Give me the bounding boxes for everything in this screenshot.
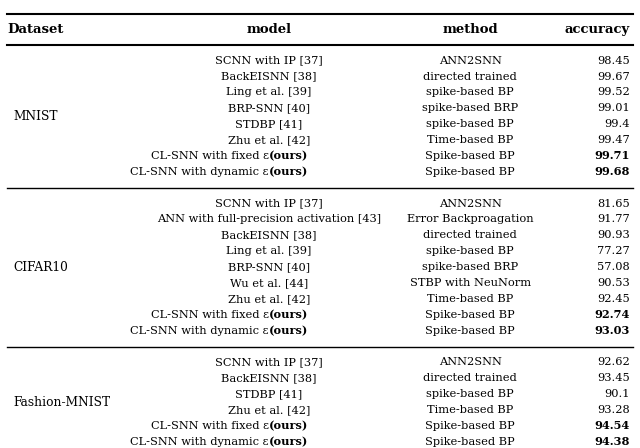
Text: Zhu et al. [42]: Zhu et al. [42] [228, 294, 310, 304]
Text: CIFAR10: CIFAR10 [13, 261, 68, 274]
Text: Time-based BP: Time-based BP [427, 294, 513, 304]
Text: (ours): (ours) [269, 420, 308, 431]
Text: Error Backproagation: Error Backproagation [407, 215, 533, 224]
Text: 99.67: 99.67 [597, 72, 630, 82]
Text: 93.03: 93.03 [595, 325, 630, 336]
Text: Time-based BP: Time-based BP [427, 135, 513, 145]
Text: BRP-SNN [40]: BRP-SNN [40] [228, 103, 310, 113]
Text: 90.93: 90.93 [597, 230, 630, 241]
Text: 99.68: 99.68 [595, 166, 630, 177]
Text: 90.1: 90.1 [604, 389, 630, 399]
Text: accuracy: accuracy [564, 23, 630, 36]
Text: BackEISNN [38]: BackEISNN [38] [221, 72, 317, 82]
Text: (ours): (ours) [269, 325, 308, 336]
Text: BackEISNN [38]: BackEISNN [38] [221, 230, 317, 241]
Text: Spike-based BP: Spike-based BP [425, 437, 515, 447]
Text: 94.38: 94.38 [595, 436, 630, 447]
Text: BackEISNN [38]: BackEISNN [38] [221, 373, 317, 383]
Text: 99.4: 99.4 [604, 119, 630, 129]
Text: Fashion-MNIST: Fashion-MNIST [13, 396, 111, 409]
Text: STDBP [41]: STDBP [41] [236, 389, 303, 399]
Text: Zhu et al. [42]: Zhu et al. [42] [228, 405, 310, 415]
Text: method: method [442, 23, 498, 36]
Text: Time-based BP: Time-based BP [427, 405, 513, 415]
Text: model: model [246, 23, 291, 36]
Text: Ling et al. [39]: Ling et al. [39] [226, 246, 312, 256]
Text: 93.45: 93.45 [597, 373, 630, 383]
Text: Spike-based BP: Spike-based BP [425, 310, 515, 320]
Text: 94.54: 94.54 [595, 420, 630, 431]
Text: (ours): (ours) [269, 166, 308, 177]
Text: ANN2SNN: ANN2SNN [438, 358, 502, 367]
Text: 92.62: 92.62 [597, 358, 630, 367]
Text: directed trained: directed trained [423, 230, 517, 241]
Text: CL-SNN with dynamic ε: CL-SNN with dynamic ε [131, 326, 269, 336]
Text: Spike-based BP: Spike-based BP [425, 167, 515, 177]
Text: ANN2SNN: ANN2SNN [438, 56, 502, 66]
Text: 99.52: 99.52 [597, 87, 630, 98]
Text: CL-SNN with fixed ε: CL-SNN with fixed ε [151, 310, 269, 320]
Text: 90.53: 90.53 [597, 278, 630, 288]
Text: Spike-based BP: Spike-based BP [425, 151, 515, 161]
Text: 92.74: 92.74 [595, 309, 630, 320]
Text: Zhu et al. [42]: Zhu et al. [42] [228, 135, 310, 145]
Text: 98.45: 98.45 [597, 56, 630, 66]
Text: directed trained: directed trained [423, 373, 517, 383]
Text: MNIST: MNIST [13, 110, 58, 123]
Text: spike-based BP: spike-based BP [426, 87, 514, 98]
Text: spike-based BRP: spike-based BRP [422, 103, 518, 113]
Text: directed trained: directed trained [423, 72, 517, 82]
Text: BRP-SNN [40]: BRP-SNN [40] [228, 262, 310, 272]
Text: ANN2SNN: ANN2SNN [438, 198, 502, 209]
Text: spike-based BP: spike-based BP [426, 119, 514, 129]
Text: STBP with NeuNorm: STBP with NeuNorm [410, 278, 531, 288]
Text: Spike-based BP: Spike-based BP [425, 326, 515, 336]
Text: Ling et al. [39]: Ling et al. [39] [226, 87, 312, 98]
Text: Dataset: Dataset [7, 23, 63, 36]
Text: 99.71: 99.71 [594, 151, 630, 161]
Text: CL-SNN with dynamic ε: CL-SNN with dynamic ε [131, 167, 269, 177]
Text: spike-based BP: spike-based BP [426, 246, 514, 256]
Text: 77.27: 77.27 [597, 246, 630, 256]
Text: CL-SNN with fixed ε: CL-SNN with fixed ε [151, 151, 269, 161]
Text: 93.28: 93.28 [597, 405, 630, 415]
Text: spike-based BP: spike-based BP [426, 389, 514, 399]
Text: STDBP [41]: STDBP [41] [236, 119, 303, 129]
Text: spike-based BRP: spike-based BRP [422, 262, 518, 272]
Text: SCNN with IP [37]: SCNN with IP [37] [215, 198, 323, 209]
Text: 91.77: 91.77 [597, 215, 630, 224]
Text: Wu et al. [44]: Wu et al. [44] [230, 278, 308, 288]
Text: 99.47: 99.47 [597, 135, 630, 145]
Text: 57.08: 57.08 [597, 262, 630, 272]
Text: 81.65: 81.65 [597, 198, 630, 209]
Text: (ours): (ours) [269, 309, 308, 320]
Text: ANN with full-precision activation [43]: ANN with full-precision activation [43] [157, 215, 381, 224]
Text: 99.01: 99.01 [597, 103, 630, 113]
Text: (ours): (ours) [269, 436, 308, 447]
Text: 92.45: 92.45 [597, 294, 630, 304]
Text: SCNN with IP [37]: SCNN with IP [37] [215, 358, 323, 367]
Text: CL-SNN with dynamic ε: CL-SNN with dynamic ε [131, 437, 269, 447]
Text: SCNN with IP [37]: SCNN with IP [37] [215, 56, 323, 66]
Text: Spike-based BP: Spike-based BP [425, 421, 515, 431]
Text: CL-SNN with fixed ε: CL-SNN with fixed ε [151, 421, 269, 431]
Text: (ours): (ours) [269, 151, 308, 161]
